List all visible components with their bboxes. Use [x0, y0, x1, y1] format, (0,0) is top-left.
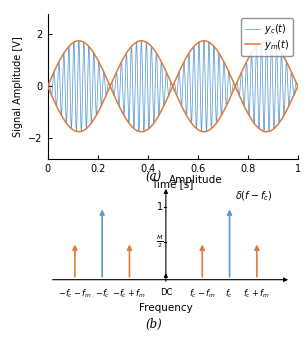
Text: $-f_c + f_m$: $-f_c + f_m$ [112, 288, 146, 300]
Text: $f_c + f_m$: $f_c + f_m$ [243, 288, 270, 300]
Text: $-f_c - f_m$: $-f_c - f_m$ [58, 288, 92, 300]
$y_m(t)$ [77, 39, 81, 43]
$y_c(t)$ [245, 60, 248, 64]
$y_m(t)$ [296, 84, 300, 88]
Text: 1: 1 [157, 201, 163, 212]
$y_m(t)$ [245, 60, 248, 64]
Legend: $y_c(t)$, $y_m(t)$: $y_c(t)$, $y_m(t)$ [241, 18, 293, 56]
$y_c(t)$ [136, 113, 140, 117]
$y_c(t)$ [77, 39, 81, 43]
Text: Amplitude: Amplitude [169, 175, 222, 185]
Text: (a): (a) [146, 171, 161, 184]
$y_c(t)$ [231, 82, 235, 86]
$y_c(t)$ [194, 107, 197, 111]
$y_m(t)$ [231, 79, 235, 83]
Y-axis label: Signal Amplitude [V]: Signal Amplitude [V] [13, 36, 23, 137]
$y_m(t)$ [58, 57, 62, 62]
$y_c(t)$ [46, 84, 49, 88]
Text: $f_c$: $f_c$ [226, 288, 234, 300]
$y_c(t)$ [267, 129, 271, 134]
$y_m(t)$ [205, 39, 208, 43]
X-axis label: Time [s]: Time [s] [151, 179, 194, 189]
Text: $-f_c$: $-f_c$ [95, 288, 110, 300]
Text: Frequency: Frequency [139, 303, 193, 313]
$y_m(t)$ [194, 43, 197, 47]
Text: $\frac{M}{2}$: $\frac{M}{2}$ [156, 233, 163, 250]
$y_c(t)$ [205, 129, 208, 133]
$y_m(t)$ [136, 39, 140, 43]
$y_m(t)$ [46, 84, 49, 88]
Line: $y_m(t)$: $y_m(t)$ [48, 41, 298, 86]
$y_c(t)$ [58, 87, 62, 91]
Text: DC: DC [160, 288, 172, 297]
Text: $f_c - f_m$: $f_c - f_m$ [189, 288, 216, 300]
Text: (b): (b) [145, 318, 162, 331]
Line: $y_c(t)$: $y_c(t)$ [48, 41, 298, 131]
Text: $\delta(f - f_c)$: $\delta(f - f_c)$ [235, 189, 273, 203]
$y_c(t)$ [296, 84, 300, 88]
